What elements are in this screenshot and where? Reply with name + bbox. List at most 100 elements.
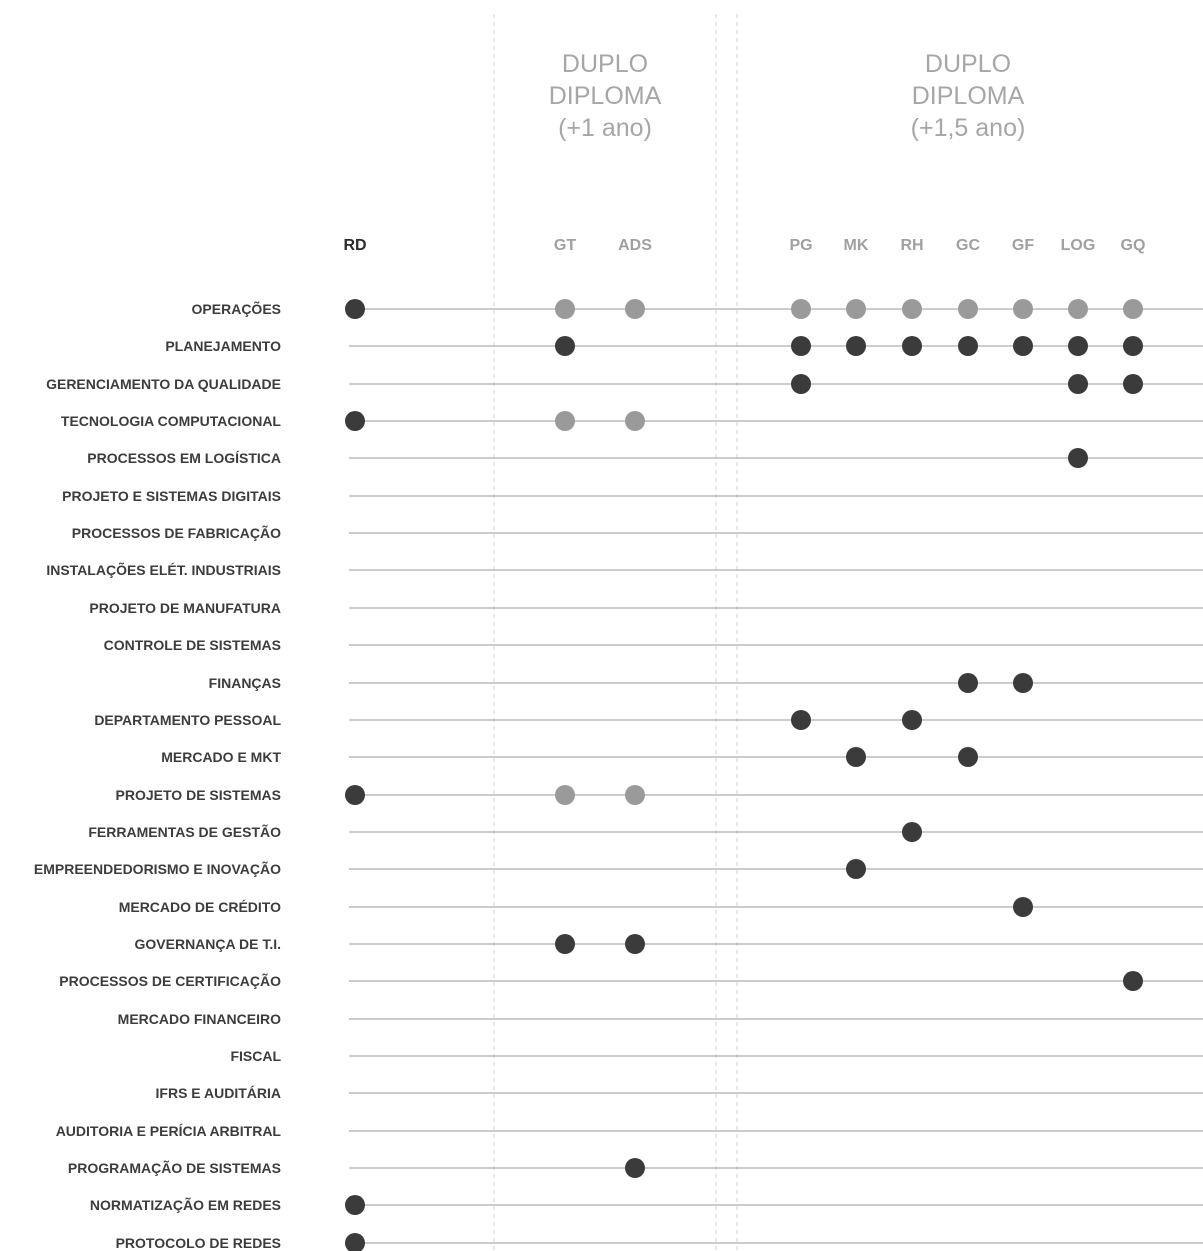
mark-dot-rh [902,710,922,730]
row-label: GERENCIAMENTO DA QUALIDADE [46,376,281,392]
mark-dot-log [1068,336,1088,356]
competency-row: PROTOCOLO DE REDES [116,1233,1203,1251]
mark-dot-pg [791,374,811,394]
row-label: IFRS E AUDITÁRIA [156,1085,281,1101]
competency-row: PROJETO DE MANUFATURA [89,600,1203,616]
mark-dot-rh [902,822,922,842]
competency-row: PROCESSOS DE CERTIFICAÇÃO [59,971,1203,991]
competency-row: OPERAÇÕES [192,299,1203,319]
row-label: PROCESSOS DE FABRICAÇÃO [72,524,281,541]
row-label: PROCESSOS DE CERTIFICAÇÃO [59,972,281,989]
row-label: PROTOCOLO DE REDES [116,1235,281,1251]
mark-dot-gq [1123,336,1143,356]
mark-dot-log [1068,299,1088,319]
group-title-line: DIPLOMA [549,82,662,110]
row-label: OPERAÇÕES [192,300,281,317]
mark-dot-rh [902,299,922,319]
mark-dot-log [1068,448,1088,468]
column-label-ads: ADS [618,237,652,254]
mark-dot-rd [345,785,365,805]
competency-row: NORMATIZAÇÃO EM REDES [90,1195,1203,1215]
mark-dot-gf [1013,336,1033,356]
row-label: INSTALAÇÕES ELÉT. INDUSTRIAIS [46,561,281,578]
mark-dot-ads [625,1158,645,1178]
mark-dot-gc [958,299,978,319]
mark-dot-gt [555,336,575,356]
mark-dot-pg [791,299,811,319]
competency-row: GOVERNANÇA DE T.I. [135,934,1203,954]
row-label: EMPREENDEDORISMO E INOVAÇÃO [34,860,281,877]
row-label: AUDITORIA E PERÍCIA ARBITRAL [56,1123,282,1139]
column-label-gf: GF [1012,237,1034,254]
row-label: NORMATIZAÇÃO EM REDES [90,1196,281,1213]
mark-dot-gf [1013,299,1033,319]
mark-dot-ads [625,785,645,805]
mark-dot-gc [958,336,978,356]
column-label-rd: RD [343,237,366,254]
competency-row: TECNOLOGIA COMPUTACIONAL [61,411,1203,431]
row-label: PROJETO DE SISTEMAS [116,787,281,803]
row-label: CONTROLE DE SISTEMAS [104,637,281,653]
row-label: FINANÇAS [209,675,281,691]
group-title-line: (+1 ano) [558,114,652,142]
competency-row: PROGRAMAÇÃO DE SISTEMAS [68,1158,1203,1178]
competency-row: PROCESSOS EM LOGÍSTICA [87,448,1203,468]
mark-dot-ads [625,411,645,431]
group-title-line: (+1,5 ano) [911,114,1026,142]
row-label: DEPARTAMENTO PESSOAL [94,712,281,728]
mark-dot-mk [846,747,866,767]
competency-row: PLANEJAMENTO [165,336,1203,356]
mark-dot-rh [902,336,922,356]
group-title-line: DUPLO [562,50,648,78]
competency-rows: OPERAÇÕES PLANEJAMENTO GERENCIAMENTO DA QU… [34,299,1203,1251]
mark-dot-pg [791,710,811,730]
row-label: FERRAMENTAS DE GESTÃO [88,823,281,840]
mark-dot-gf [1013,897,1033,917]
mark-dot-rd [345,299,365,319]
group-header-dd15: DUPLO DIPLOMA (+1,5 ano) [911,50,1026,142]
row-label: PROCESSOS EM LOGÍSTICA [87,450,281,466]
competency-row: MERCADO E MKT [161,747,1203,767]
group-title-line: DIPLOMA [912,82,1025,110]
row-label: MERCADO FINANCEIRO [118,1011,281,1027]
row-label: TECNOLOGIA COMPUTACIONAL [61,413,282,429]
column-label-gc: GC [956,237,980,254]
mark-dot-gq [1123,299,1143,319]
mark-dot-gf [1013,673,1033,693]
competency-row: AUDITORIA E PERÍCIA ARBITRAL [56,1123,1203,1139]
competency-row: CONTROLE DE SISTEMAS [104,637,1203,653]
column-label-rh: RH [900,237,923,254]
mark-dot-gt [555,934,575,954]
mark-dot-gt [555,299,575,319]
row-label: MERCADO E MKT [161,749,281,765]
competency-row: FISCAL [230,1048,1203,1064]
row-label: PROJETO E SISTEMAS DIGITAIS [62,488,281,504]
group-title-line: DUPLO [925,50,1011,78]
row-label: PROGRAMAÇÃO DE SISTEMAS [68,1159,281,1176]
column-label-gt: GT [554,237,576,254]
mark-dot-rd [345,411,365,431]
mark-dot-gq [1123,374,1143,394]
row-label: PROJETO DE MANUFATURA [89,600,281,616]
group-header-dd1: DUPLO DIPLOMA (+1 ano) [549,50,662,142]
mark-dot-ads [625,299,645,319]
competency-row: PROCESSOS DE FABRICAÇÃO [72,524,1203,541]
row-label: MERCADO DE CRÉDITO [119,899,281,915]
mark-dot-gt [555,785,575,805]
column-label-log: LOG [1061,237,1096,254]
mark-dot-ads [625,934,645,954]
mark-dot-rd [345,1195,365,1215]
competency-row: INSTALAÇÕES ELÉT. INDUSTRIAIS [46,561,1203,578]
column-label-gq: GQ [1121,237,1146,254]
row-label: FISCAL [230,1048,281,1064]
competency-row: MERCADO DE CRÉDITO [119,897,1203,917]
competency-row: MERCADO FINANCEIRO [118,1011,1203,1027]
mark-dot-mk [846,336,866,356]
mark-dot-mk [846,859,866,879]
row-label: GOVERNANÇA DE T.I. [135,936,282,952]
mark-dot-gq [1123,971,1143,991]
mark-dot-log [1068,374,1088,394]
competency-row: EMPREENDEDORISMO E INOVAÇÃO [34,859,1203,879]
row-label: PLANEJAMENTO [165,338,281,354]
